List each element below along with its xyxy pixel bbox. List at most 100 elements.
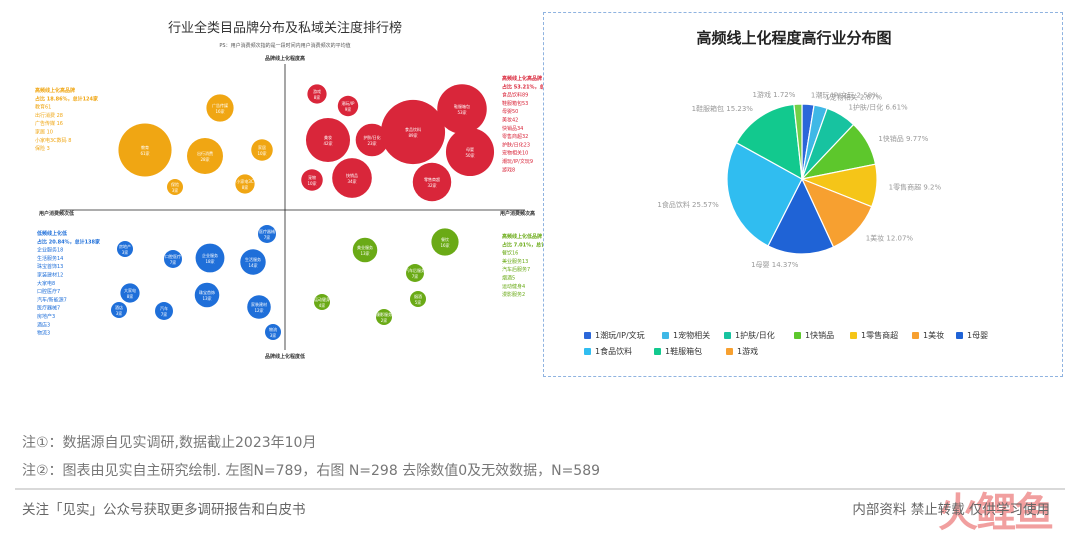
- axis-label-top: 品牌线上化程度高: [265, 55, 305, 62]
- bubble-2-3: [247, 295, 271, 319]
- quadrant-summary-line: 护肤/日化23: [502, 141, 530, 148]
- bubble-count: 7家: [412, 273, 419, 279]
- bubble-label: 生活服务: [245, 256, 261, 262]
- bubble-1-8: [332, 158, 372, 198]
- bubble-label: 母婴: [466, 147, 474, 152]
- quadrant-summary-line: 家居 10: [35, 129, 53, 136]
- bubble-3-4: [314, 294, 330, 310]
- bubble-count: 3家: [122, 249, 129, 255]
- legend-swatch: [912, 332, 919, 339]
- pie-slice-6: [767, 177, 835, 255]
- bubble-count: 50家: [465, 152, 474, 158]
- bubble-label: 快销品: [346, 172, 358, 178]
- pie-slice-label: 1护肤/日化 6.61%: [848, 103, 908, 112]
- quadrant-summary-line: 占比 53.21%，总计354家: [502, 83, 543, 90]
- quadrant-summary-line: 企业服务18: [37, 247, 63, 254]
- bubble-chart-subtitle: PS：用户消费频次指的是一段时间内用户消费频次的平均值: [219, 42, 350, 49]
- bubble-1-0: [307, 84, 327, 104]
- bubble-label: 家居: [258, 144, 266, 150]
- bubble-count: 23家: [367, 140, 376, 146]
- quadrant-summary-line: 零售商超32: [502, 133, 528, 140]
- bubble-1-4: [380, 99, 446, 165]
- bubble-2-6: [155, 302, 173, 320]
- bubble-label: 酒店: [115, 304, 123, 310]
- quadrant-summary-line: 高频线上化低品牌: [502, 233, 542, 240]
- quadrant-summary-line: 保险 3: [35, 145, 50, 152]
- pie-slice-label: 1零售商超 9.2%: [889, 183, 942, 192]
- bubble-2-0: [195, 243, 225, 273]
- legend-label: 1美妆: [923, 330, 944, 340]
- quadrant-summary-line: 房地产3: [37, 313, 55, 320]
- quadrant-summary-line: 汽车/新能源7: [37, 296, 67, 303]
- quadrant-summary-line: 烟酒5: [502, 275, 515, 282]
- quadrant-summary-line: 广告传媒 16: [35, 120, 63, 127]
- bubble-label: 餐饮: [441, 236, 449, 242]
- bubble-2-4: [120, 283, 140, 303]
- bubble-label: 广告传媒: [212, 102, 228, 108]
- bubble-3-5: [376, 309, 392, 325]
- bubble-2-8: [117, 241, 133, 257]
- quadrant-summary-line: 占比 18.86%，总计124家: [35, 95, 99, 102]
- bubble-2-9: [111, 302, 127, 318]
- bubble-count: 7家: [161, 311, 168, 317]
- bubble-count: 42家: [323, 140, 332, 146]
- bubble-0-4: [235, 174, 255, 194]
- footer-divider: [15, 488, 1065, 490]
- bubble-count: 3家: [116, 310, 123, 316]
- axis-label-bottom: 品牌线上化程度低: [265, 353, 305, 360]
- quadrant-summary-line: 运动健身4: [502, 283, 525, 290]
- bubble-label: 漫影服务: [376, 311, 392, 317]
- quadrant-summary-line: 漫影服务2: [502, 291, 525, 298]
- bubble-1-5: [437, 84, 487, 134]
- quadrant-summary-line: 出行消费 28: [35, 112, 63, 119]
- bubble-label: 鞋服箱包: [454, 103, 470, 109]
- bubble-0-0: [118, 123, 172, 177]
- pie-chart-panel: 高频线上化程度高行业分布图 1潮玩/IP/文玩 2.58% 1宠物相关 2.87%…: [543, 12, 1063, 377]
- legend-label: 1母婴: [967, 331, 988, 340]
- quadrant-summary-line: 快销品34: [502, 125, 523, 132]
- quadrant-summary-line: 潮玩/IP/文玩9: [502, 158, 533, 165]
- bubble-count: 5家: [415, 299, 422, 305]
- pie-slice-label: 1快销品 9.77%: [878, 134, 928, 143]
- bubble-count: 4家: [319, 302, 326, 308]
- bubble-0-1: [187, 138, 223, 174]
- quadrant-summary-line: 生活服务14: [37, 255, 63, 262]
- bubble-count: 13家: [360, 250, 369, 256]
- bubble-2-10: [265, 324, 281, 340]
- pie-slice-label: 1游戏 1.72%: [752, 90, 795, 99]
- legend-swatch: [662, 332, 669, 339]
- bubble-label: 口腔医疗: [165, 253, 181, 259]
- bubble-count: 8家: [314, 94, 321, 100]
- pie-slice-label: 1美妆 12.07%: [866, 233, 914, 242]
- note-2: 注②：图表由见实自主研究绘制. 左图N=789，右图 N=298 去除数值0及无…: [22, 463, 601, 479]
- bubble-label: 家装建材: [251, 301, 267, 307]
- bubble-1-7: [301, 169, 323, 191]
- quadrant-summary-line: 美业服务13: [502, 258, 528, 265]
- legend-swatch: [794, 332, 801, 339]
- pie-slice-label: 1食品饮料 25.57%: [657, 200, 719, 209]
- bubble-label: 珠宝首饰: [199, 289, 215, 295]
- quadrant-summary-line: 食品饮料89: [502, 92, 528, 99]
- pie-chart-title: 高频线上化程度高行业分布图: [696, 29, 891, 47]
- bubble-label: 大家电: [124, 287, 136, 293]
- bubble-0-5: [167, 179, 183, 195]
- legend-swatch: [726, 348, 733, 355]
- axis-label-left: 用户消费频次低: [38, 210, 74, 217]
- bubble-count: 16家: [215, 108, 224, 114]
- bubble-count: 9家: [345, 106, 352, 112]
- quadrant-summary-line: 占比 7.01%，总计: [502, 241, 543, 248]
- bubble-count: 7家: [264, 234, 271, 240]
- quadrant-summary-line: 珠宝首饰13: [37, 263, 63, 270]
- bubble-label: 宠物: [308, 174, 316, 180]
- bubble-label: 运动健身: [314, 296, 330, 302]
- legend-label: 1游戏: [737, 346, 758, 356]
- quadrant-summary-line: 美妆42: [502, 117, 518, 124]
- bubble-count: 34家: [347, 178, 356, 184]
- bubble-label: 医疗器械: [259, 228, 275, 234]
- bubble-count: 61家: [140, 150, 149, 156]
- legend-label: 1潮玩/IP/文玩: [595, 330, 645, 340]
- quadrant-summary-line: 家装建材12: [37, 272, 63, 279]
- legend-label: 1零售商超: [861, 330, 898, 340]
- pie-slice-label: 1鞋服箱包 15.23%: [692, 104, 754, 113]
- bubble-label: 企业服务: [202, 252, 218, 258]
